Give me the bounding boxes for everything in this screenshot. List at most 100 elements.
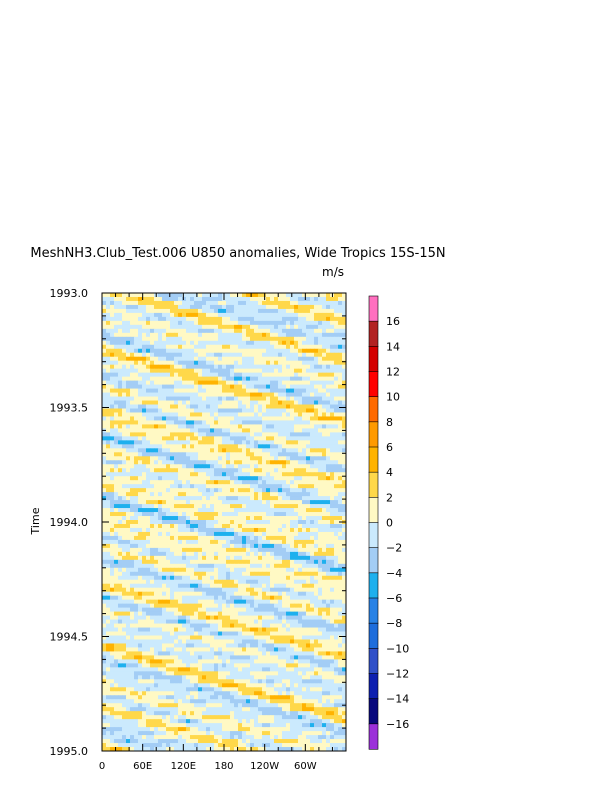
heatmap-cell xyxy=(278,316,283,322)
heatmap-cell xyxy=(194,428,199,433)
heatmap-cell xyxy=(242,324,247,330)
heatmap-cell xyxy=(230,547,235,553)
heatmap-cell xyxy=(114,416,119,421)
heatmap-cell xyxy=(262,328,267,334)
heatmap-cell xyxy=(306,444,311,449)
heatmap-cell xyxy=(254,563,259,569)
heatmap-cell xyxy=(190,563,195,569)
heatmap-cell xyxy=(270,444,275,449)
heatmap-cell xyxy=(102,436,107,441)
heatmap-cell xyxy=(126,360,131,366)
heatmap-cell xyxy=(202,516,207,521)
heatmap-cell xyxy=(166,336,171,342)
heatmap-cell xyxy=(222,324,227,330)
heatmap-cell xyxy=(190,599,195,605)
heatmap-cell xyxy=(218,332,223,338)
heatmap-cell xyxy=(334,340,339,346)
heatmap-cell xyxy=(138,512,143,517)
heatmap-cell xyxy=(130,607,135,613)
heatmap-cell xyxy=(198,424,203,429)
heatmap-cell xyxy=(158,316,163,322)
heatmap-cell xyxy=(154,456,159,461)
heatmap-cell xyxy=(282,575,287,581)
heatmap-cell xyxy=(274,504,279,509)
heatmap-cell xyxy=(186,599,191,605)
heatmap-cell xyxy=(114,539,119,545)
heatmap-cell xyxy=(130,615,135,620)
heatmap-cell xyxy=(130,376,135,382)
heatmap-cell xyxy=(330,579,335,585)
heatmap-cell xyxy=(186,340,191,346)
heatmap-cell xyxy=(122,360,127,366)
heatmap-cell xyxy=(326,496,331,501)
heatmap-cell xyxy=(146,300,151,306)
heatmap-cell xyxy=(314,516,319,521)
heatmap-cell xyxy=(302,368,307,374)
heatmap-cell xyxy=(182,591,187,597)
heatmap-cell xyxy=(250,543,255,549)
heatmap-cell xyxy=(174,599,179,605)
heatmap-cell xyxy=(274,316,279,322)
heatmap-cell xyxy=(238,440,243,445)
heatmap-cell xyxy=(250,404,255,409)
heatmap-cell xyxy=(102,468,107,473)
heatmap-cell xyxy=(342,472,347,477)
heatmap-cell xyxy=(206,500,211,505)
heatmap-cell xyxy=(338,492,343,497)
heatmap-cell xyxy=(226,372,231,378)
heatmap-cell xyxy=(218,464,223,469)
heatmap-cell xyxy=(330,368,335,374)
heatmap-cell xyxy=(314,512,319,517)
heatmap-cell xyxy=(282,591,287,597)
heatmap-cell xyxy=(198,559,203,565)
heatmap-cell xyxy=(254,388,259,393)
heatmap-cell xyxy=(118,480,123,485)
heatmap-cell xyxy=(294,551,299,557)
heatmap-cell xyxy=(150,567,155,573)
heatmap-cell xyxy=(342,464,347,469)
heatmap-cell xyxy=(134,468,139,473)
heatmap-cell xyxy=(222,304,227,310)
heatmap-cell xyxy=(250,368,255,374)
heatmap-cell xyxy=(206,468,211,473)
heatmap-cell xyxy=(154,607,159,613)
heatmap-cell xyxy=(118,476,123,481)
heatmap-cell xyxy=(226,500,231,505)
heatmap-cell xyxy=(214,607,219,613)
heatmap-cell xyxy=(186,571,191,577)
heatmap-cell xyxy=(310,388,315,393)
heatmap-cell xyxy=(230,543,235,549)
heatmap-cell xyxy=(310,324,315,330)
heatmap-cell xyxy=(270,436,275,441)
heatmap-cell xyxy=(154,396,159,401)
heatmap-cell xyxy=(162,440,167,445)
heatmap-cell xyxy=(174,488,179,493)
heatmap-cell xyxy=(114,348,119,354)
heatmap-cell xyxy=(294,304,299,310)
heatmap-cell xyxy=(206,535,211,541)
heatmap-cell xyxy=(282,304,287,310)
heatmap-cell xyxy=(246,440,251,445)
heatmap-cell xyxy=(230,500,235,505)
heatmap-cell xyxy=(318,531,323,537)
heatmap-cell xyxy=(202,504,207,509)
heatmap-cell xyxy=(218,587,223,593)
heatmap-cell xyxy=(238,308,243,314)
heatmap-cell xyxy=(254,512,259,517)
heatmap-cell xyxy=(262,551,267,557)
heatmap-cell xyxy=(302,539,307,545)
heatmap-cell xyxy=(210,460,215,465)
heatmap-cell xyxy=(290,316,295,322)
heatmap-cell xyxy=(286,571,291,577)
heatmap-cell xyxy=(118,523,123,529)
heatmap-cell xyxy=(186,388,191,393)
heatmap-cell xyxy=(334,599,339,605)
heatmap-cell xyxy=(166,324,171,330)
heatmap-cell xyxy=(166,571,171,577)
heatmap-cell xyxy=(250,336,255,342)
heatmap-cell xyxy=(278,456,283,461)
heatmap-cell xyxy=(326,408,331,413)
heatmap-cell xyxy=(314,368,319,374)
heatmap-cell xyxy=(154,312,159,318)
heatmap-cell xyxy=(226,595,231,601)
